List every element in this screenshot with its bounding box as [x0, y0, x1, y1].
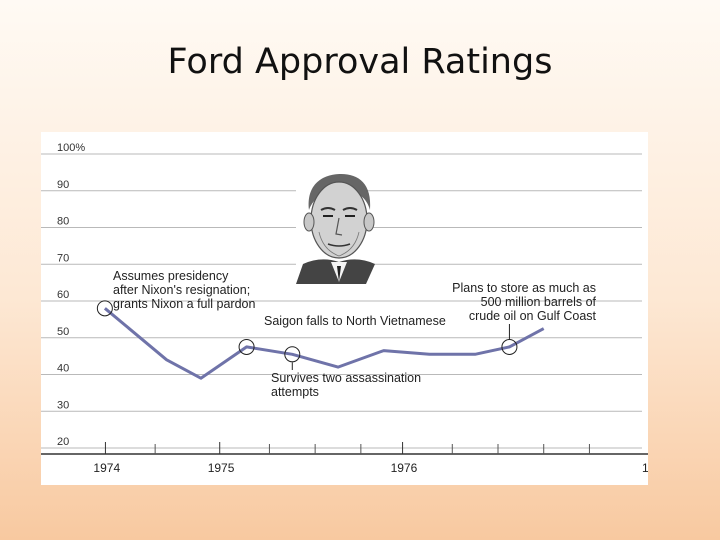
slide-title: Ford Approval Ratings — [167, 42, 553, 82]
x-tick-label: 1977 — [642, 461, 648, 475]
annotation-text: Assumes presidency — [113, 269, 229, 283]
y-tick-label: 20 — [57, 436, 69, 448]
x-tick-label: 1974 — [93, 461, 120, 475]
ford-portrait — [296, 170, 375, 284]
annotation-text: attempts — [271, 385, 319, 399]
y-tick-label: 80 — [57, 216, 69, 228]
y-tick-label: 30 — [57, 399, 69, 411]
annotation-text: crude oil on Gulf Coast — [469, 309, 597, 323]
annotation-text: Saigon falls to North Vietnamese — [264, 314, 446, 328]
y-tick-label: 90 — [57, 179, 69, 191]
x-tick-label: 1976 — [391, 461, 418, 475]
approval-line — [103, 307, 545, 380]
event-marker-circle — [96, 300, 113, 317]
event-marker-circle — [238, 338, 255, 355]
event-marker-circle — [284, 346, 301, 363]
annotation-text: after Nixon's resignation; — [113, 283, 250, 297]
annotation-text: Survives two assassination — [271, 371, 421, 385]
portrait-hair — [308, 174, 371, 210]
y-tick-label: 70 — [57, 252, 69, 264]
annotation-text: Plans to store as much as — [452, 281, 596, 295]
x-axis: 1974 1975 1976 1977 — [41, 442, 669, 475]
y-tick-label: 100% — [57, 142, 85, 154]
annotation-text: 500 million barrels of — [481, 295, 597, 309]
y-tick-labels: 100% 90 80 70 60 50 40 30 20 — [57, 142, 85, 448]
y-tick-label: 60 — [57, 289, 69, 301]
event-markers — [96, 300, 518, 363]
approval-series-line — [103, 307, 545, 380]
y-tick-label: 50 — [57, 326, 69, 338]
event-marker-circle — [501, 338, 518, 355]
x-tick-label: 1975 — [208, 461, 235, 475]
y-tick-label: 40 — [57, 363, 69, 375]
annotation-text: grants Nixon a full pardon — [113, 297, 255, 311]
